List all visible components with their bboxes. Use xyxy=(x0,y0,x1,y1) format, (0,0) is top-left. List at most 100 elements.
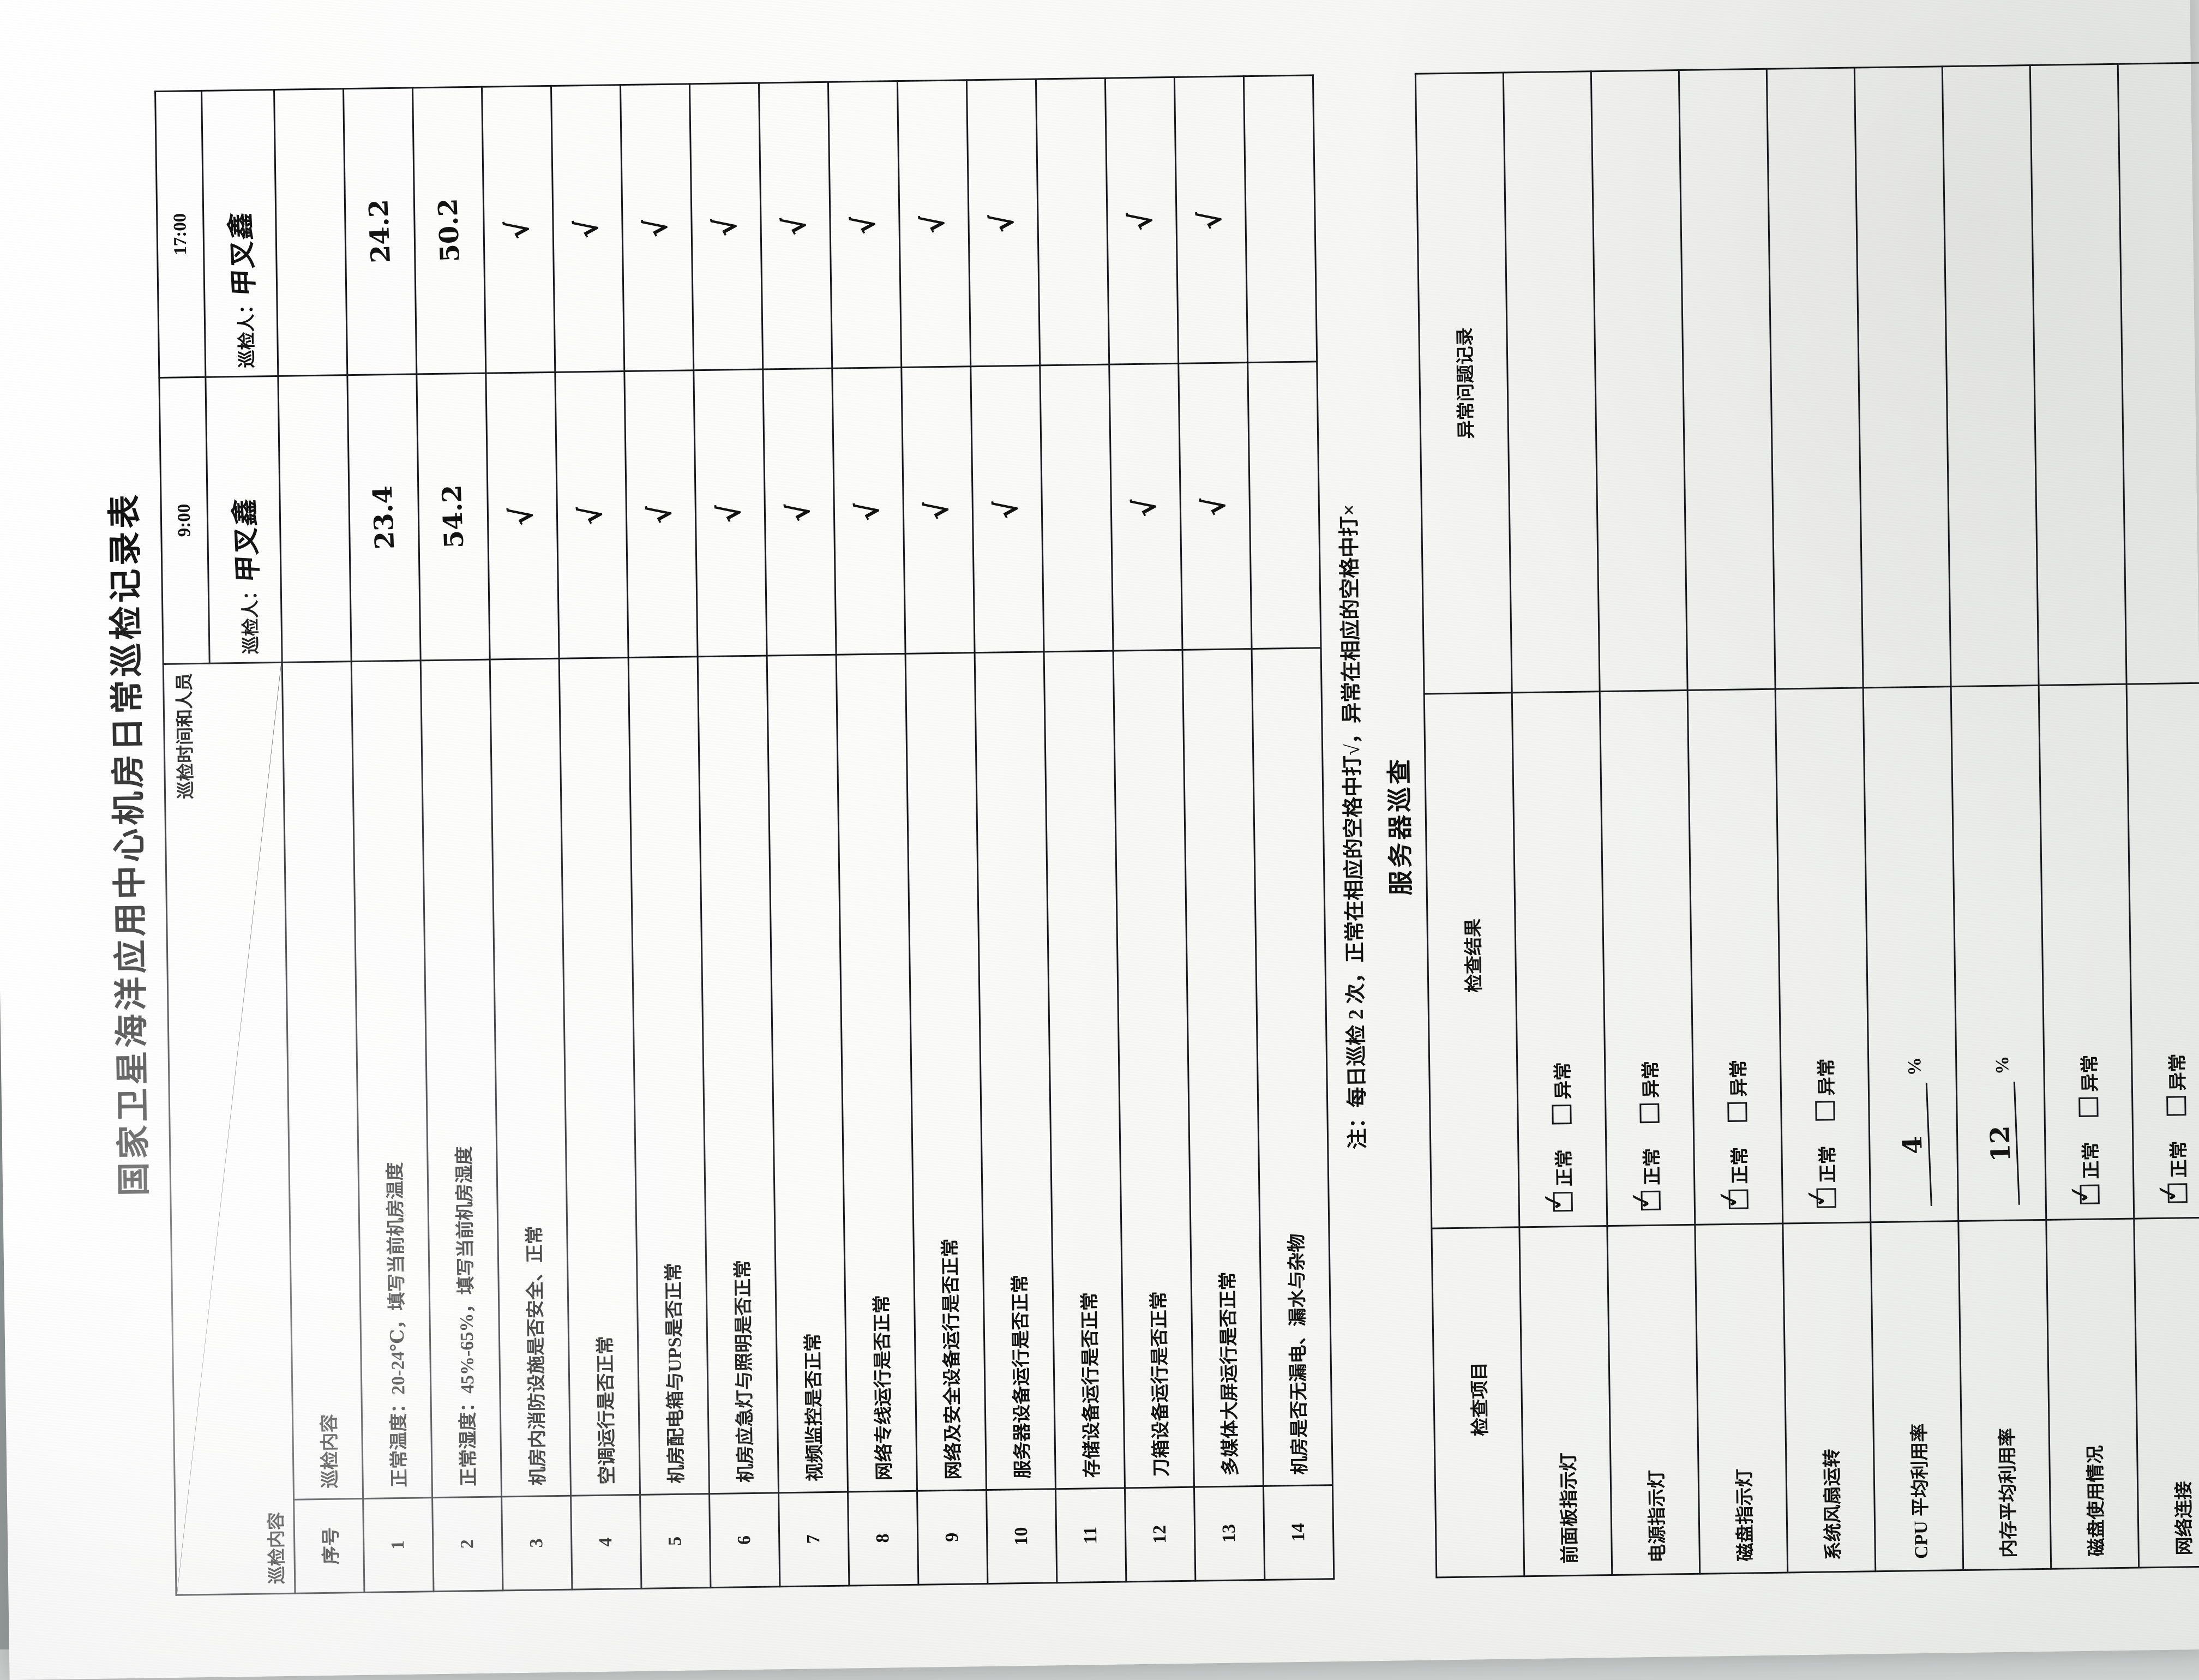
checkbox-normal[interactable]: ✓ 正常 xyxy=(2063,1142,2104,1207)
row-result-morning[interactable]: √ xyxy=(485,372,560,659)
row-result-evening[interactable]: 50.2 xyxy=(412,87,486,374)
server-row-result[interactable]: ✓ 正常 异常 xyxy=(2126,682,2199,1219)
measurement-value[interactable]: 54.2 xyxy=(436,484,470,549)
row-result-evening[interactable]: √ xyxy=(689,83,763,370)
checkbox-abnormal[interactable]: 异常 xyxy=(2075,1054,2102,1117)
checkbox-abnormal[interactable]: 异常 xyxy=(1548,1062,1576,1125)
checkmark-icon[interactable]: √ xyxy=(1192,207,1229,232)
server-row-result[interactable]: 4% xyxy=(1863,686,1958,1222)
percent-value-field[interactable]: 12 xyxy=(1982,1081,2020,1207)
server-row-item: 磁盘指示灯 xyxy=(1695,1223,1788,1574)
checkbox-normal-label: 正常 xyxy=(2081,1142,2102,1179)
server-row-result[interactable]: ✓ 正常 异常 xyxy=(1687,689,1783,1225)
checkbox-icon xyxy=(2078,1097,2099,1117)
checkmark-icon[interactable]: √ xyxy=(915,211,952,236)
row-inspection-item: 刀箱设备运行是否正常 xyxy=(1113,649,1194,1488)
row-result-evening[interactable]: √ xyxy=(897,80,971,368)
checkmark-icon[interactable]: √ xyxy=(711,500,749,525)
checkmark-icon[interactable]: √ xyxy=(500,217,537,242)
checkmark-icon[interactable]: √ xyxy=(988,496,1026,521)
row-result-evening[interactable]: √ xyxy=(620,83,694,371)
row-result-morning[interactable]: 23.4 xyxy=(347,374,421,662)
checkbox-abnormal[interactable]: 异常 xyxy=(1811,1058,1839,1121)
server-row-note[interactable] xyxy=(1591,70,1688,692)
checkmark-icon[interactable]: √ xyxy=(573,502,610,527)
server-row-note[interactable] xyxy=(1854,66,1951,688)
row-result-morning[interactable]: √ xyxy=(555,371,629,658)
checkbox-normal[interactable]: ✓ 正常 xyxy=(1712,1147,1752,1212)
row-result-morning[interactable]: √ xyxy=(901,366,975,653)
checkbox-abnormal[interactable]: 异常 xyxy=(1636,1061,1663,1124)
row-result-morning[interactable]: √ xyxy=(693,369,767,657)
checkbox-normal[interactable]: ✓ 正常 xyxy=(1800,1145,1840,1211)
server-row-note[interactable] xyxy=(1767,68,1864,689)
checkbox-normal[interactable]: ✓ 正常 xyxy=(1536,1149,1577,1215)
checkmark-icon[interactable]: √ xyxy=(846,212,883,237)
checkmark-icon[interactable]: √ xyxy=(984,210,1022,235)
row-result-evening[interactable]: √ xyxy=(482,86,555,373)
row-result-evening[interactable]: √ xyxy=(1174,76,1248,364)
measurement-value[interactable]: 23.4 xyxy=(367,485,401,550)
server-row-result[interactable]: ✓ 正常 异常 xyxy=(1775,687,1871,1224)
server-row-result[interactable]: 12% xyxy=(1951,685,2046,1221)
row-inspection-item: 服务器设备运行是否正常 xyxy=(975,651,1056,1490)
row-result-evening[interactable]: √ xyxy=(966,79,1040,367)
server-row-item: 电源指示灯 xyxy=(1607,1225,1700,1575)
checkbox-icon xyxy=(1551,1104,1572,1125)
checkmark-icon[interactable]: √ xyxy=(642,501,680,526)
measurement-value[interactable]: 24.2 xyxy=(363,199,397,264)
server-row-result[interactable]: ✓ 正常 异常 xyxy=(1600,690,1695,1226)
row-result-morning[interactable] xyxy=(1247,361,1321,649)
server-row-result[interactable]: ✓ 正常 异常 xyxy=(2039,684,2134,1220)
row-result-morning[interactable]: 54.2 xyxy=(416,373,490,661)
row-result-evening[interactable]: √ xyxy=(828,81,902,369)
checkbox-normal[interactable]: ✓ 正常 xyxy=(2151,1141,2191,1206)
row-result-morning[interactable]: √ xyxy=(1109,363,1183,651)
measurement-value[interactable]: 50.2 xyxy=(432,197,466,263)
inspector-cell-1[interactable]: 巡检人：甲叉鑫 xyxy=(205,376,283,663)
server-row-note[interactable] xyxy=(1503,71,1600,693)
checkbox-normal[interactable]: ✓ 正常 xyxy=(1624,1148,1665,1214)
server-row-note[interactable] xyxy=(2030,64,2127,686)
server-row-result[interactable]: ✓ 正常 异常 xyxy=(1512,691,1607,1227)
row-number: 7 xyxy=(778,1491,849,1587)
row-result-evening[interactable] xyxy=(1243,75,1317,363)
checkmark-icon[interactable]: √ xyxy=(1123,208,1160,233)
checkmark-icon[interactable]: √ xyxy=(569,216,606,241)
checkbox-abnormal[interactable]: 异常 xyxy=(2162,1053,2190,1116)
inspector-signature-2[interactable]: 甲叉鑫 xyxy=(224,210,261,297)
row-result-evening[interactable]: √ xyxy=(759,82,832,369)
row-result-evening[interactable] xyxy=(1036,78,1109,365)
column-header-content: 巡检内容 xyxy=(282,661,363,1499)
row-result-evening[interactable]: √ xyxy=(551,85,624,373)
checkbox-abnormal[interactable]: 异常 xyxy=(1723,1059,1751,1122)
checkmark-icon[interactable]: √ xyxy=(919,497,957,523)
checkmark-icon[interactable]: √ xyxy=(1196,494,1234,519)
checkmark-icon[interactable]: √ xyxy=(1127,494,1164,520)
server-row-note[interactable] xyxy=(2118,63,2199,685)
row-result-morning[interactable]: √ xyxy=(762,368,837,656)
checkbox-normal-label: 正常 xyxy=(1817,1145,1838,1183)
row-inspection-item: 存储设备运行是否正常 xyxy=(1044,650,1125,1489)
percent-value-field[interactable]: 4 xyxy=(1895,1083,1932,1208)
row-result-evening[interactable]: 24.2 xyxy=(343,87,417,375)
row-result-morning[interactable] xyxy=(1040,364,1114,652)
checkmark-icon[interactable]: √ xyxy=(780,499,818,524)
header-time-personnel-label: 巡检时间和人员 xyxy=(175,673,197,800)
inspector-cell-2[interactable]: 巡检人：甲叉鑫 xyxy=(201,89,278,377)
checkmark-icon[interactable]: √ xyxy=(707,214,745,239)
row-result-morning[interactable]: √ xyxy=(970,365,1044,653)
server-row-note[interactable] xyxy=(1942,65,2039,687)
time-slot-header-1: 9:00 xyxy=(159,377,210,664)
checkmark-icon[interactable]: √ xyxy=(850,498,887,524)
checkmark-icon[interactable]: √ xyxy=(777,213,814,238)
row-result-morning[interactable]: √ xyxy=(832,367,906,655)
row-result-evening[interactable]: √ xyxy=(1105,77,1179,364)
inspector-signature-1[interactable]: 甲叉鑫 xyxy=(227,496,265,584)
row-result-morning[interactable]: √ xyxy=(624,370,698,658)
row-result-morning[interactable]: √ xyxy=(1178,362,1252,650)
server-row-note[interactable] xyxy=(1679,69,1776,691)
checkmark-icon[interactable]: √ xyxy=(638,215,676,240)
checkbox-normal-label: 正常 xyxy=(2168,1141,2190,1178)
checkmark-icon[interactable]: √ xyxy=(503,503,541,529)
